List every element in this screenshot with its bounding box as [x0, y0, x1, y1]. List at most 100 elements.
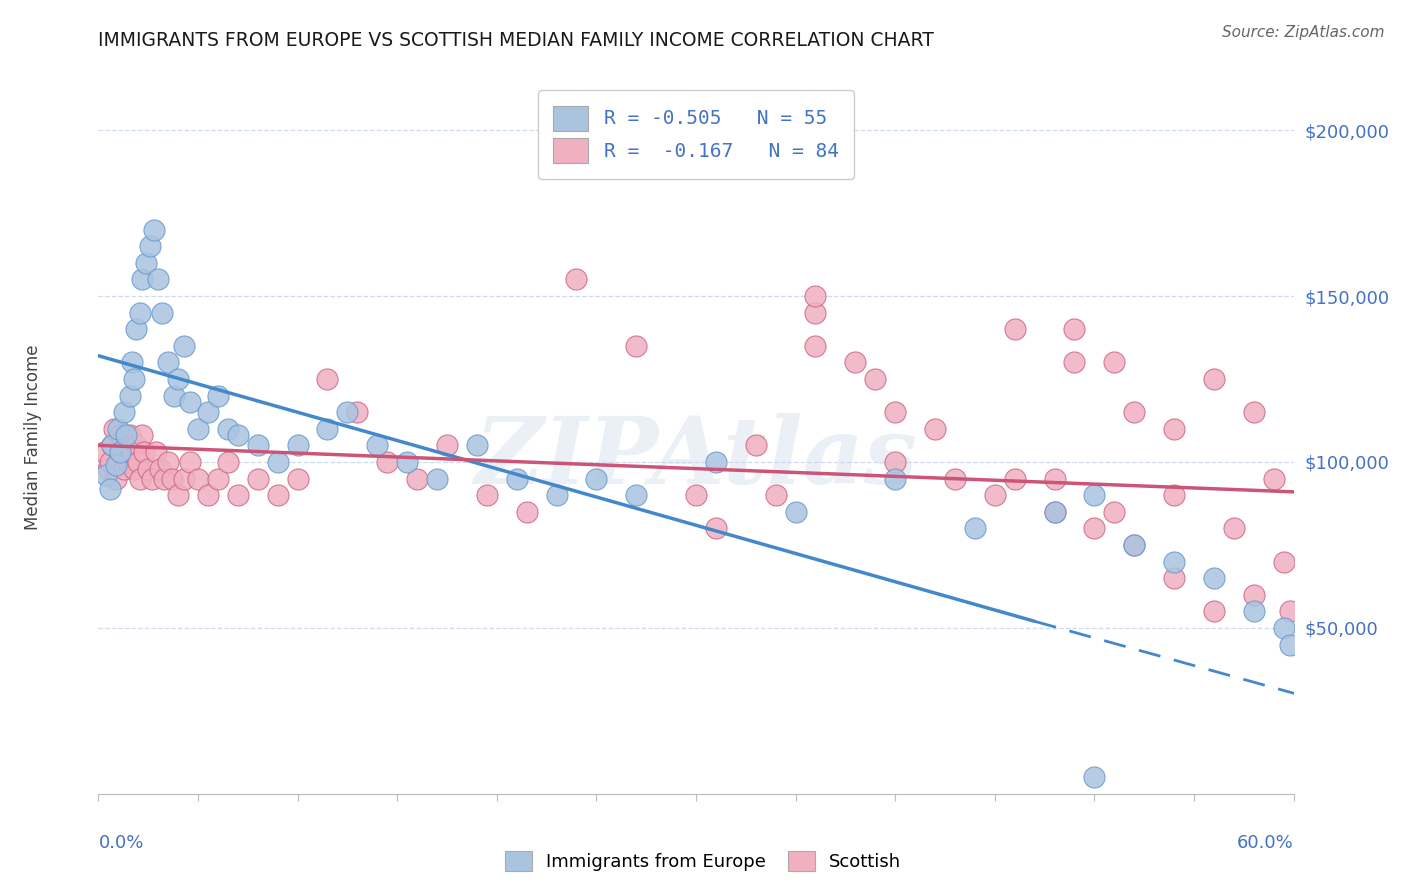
Point: [217, 422, 239, 436]
Point: [506, 472, 529, 486]
Point: [1202, 571, 1225, 585]
Point: [1123, 538, 1146, 552]
Point: [1102, 505, 1125, 519]
Point: [226, 488, 249, 502]
Point: [267, 455, 290, 469]
Point: [1083, 770, 1105, 784]
Point: [516, 505, 538, 519]
Point: [1272, 555, 1295, 569]
Point: [884, 472, 907, 486]
Point: [101, 438, 124, 452]
Text: Source: ZipAtlas.com: Source: ZipAtlas.com: [1222, 25, 1385, 40]
Point: [111, 445, 134, 459]
Point: [1243, 405, 1265, 419]
Point: [1243, 604, 1265, 618]
Point: [1083, 488, 1105, 502]
Point: [1123, 405, 1146, 419]
Point: [765, 488, 787, 502]
Point: [983, 488, 1005, 502]
Point: [93, 445, 115, 459]
Point: [396, 455, 419, 469]
Point: [336, 405, 359, 419]
Point: [187, 472, 209, 486]
Point: [704, 521, 727, 535]
Point: [115, 428, 138, 442]
Point: [1004, 322, 1026, 336]
Legend: R = -0.505   N = 55, R =  -0.167   N = 84: R = -0.505 N = 55, R = -0.167 N = 84: [537, 90, 855, 179]
Point: [129, 472, 152, 486]
Point: [287, 438, 309, 452]
Point: [475, 488, 498, 502]
Point: [145, 445, 167, 459]
Point: [121, 355, 143, 369]
Point: [1272, 621, 1295, 635]
Point: [246, 472, 269, 486]
Point: [546, 488, 568, 502]
Point: [426, 472, 449, 486]
Point: [884, 455, 907, 469]
Point: [246, 438, 269, 452]
Point: [105, 472, 128, 486]
Point: [141, 472, 163, 486]
Point: [1102, 355, 1125, 369]
Point: [844, 355, 866, 369]
Point: [207, 472, 229, 486]
Point: [804, 305, 827, 319]
Point: [101, 438, 124, 452]
Point: [97, 461, 120, 475]
Point: [565, 272, 588, 286]
Point: [124, 372, 146, 386]
Point: [131, 272, 153, 286]
Point: [148, 272, 170, 286]
Point: [160, 472, 183, 486]
Point: [112, 405, 135, 419]
Point: [436, 438, 458, 452]
Point: [136, 461, 159, 475]
Point: [963, 521, 986, 535]
Text: ZIPAtlas: ZIPAtlas: [474, 414, 918, 503]
Point: [120, 388, 142, 402]
Point: [943, 472, 966, 486]
Point: [150, 305, 173, 319]
Point: [1243, 588, 1265, 602]
Point: [863, 372, 886, 386]
Point: [110, 428, 132, 442]
Point: [585, 472, 607, 486]
Point: [745, 438, 768, 452]
Point: [1043, 505, 1066, 519]
Point: [1043, 472, 1066, 486]
Point: [1163, 555, 1185, 569]
Point: [121, 445, 143, 459]
Point: [139, 239, 162, 253]
Text: Median Family Income: Median Family Income: [24, 344, 42, 530]
Point: [1163, 571, 1185, 585]
Point: [179, 455, 201, 469]
Point: [1202, 372, 1225, 386]
Point: [366, 438, 388, 452]
Point: [167, 372, 190, 386]
Point: [624, 488, 647, 502]
Point: [1163, 488, 1185, 502]
Point: [207, 388, 229, 402]
Point: [115, 438, 138, 452]
Point: [704, 455, 727, 469]
Point: [924, 422, 946, 436]
Point: [1063, 322, 1085, 336]
Point: [1222, 521, 1246, 535]
Point: [125, 438, 148, 452]
Point: [173, 339, 195, 353]
Point: [226, 428, 249, 442]
Point: [125, 322, 148, 336]
Point: [149, 461, 172, 475]
Point: [316, 422, 339, 436]
Point: [1083, 521, 1105, 535]
Point: [375, 455, 398, 469]
Point: [217, 455, 239, 469]
Point: [153, 472, 176, 486]
Point: [105, 458, 128, 473]
Point: [785, 505, 807, 519]
Point: [107, 422, 129, 436]
Text: IMMIGRANTS FROM EUROPE VS SCOTTISH MEDIAN FAMILY INCOME CORRELATION CHART: IMMIGRANTS FROM EUROPE VS SCOTTISH MEDIA…: [98, 31, 935, 50]
Point: [267, 488, 290, 502]
Point: [124, 461, 146, 475]
